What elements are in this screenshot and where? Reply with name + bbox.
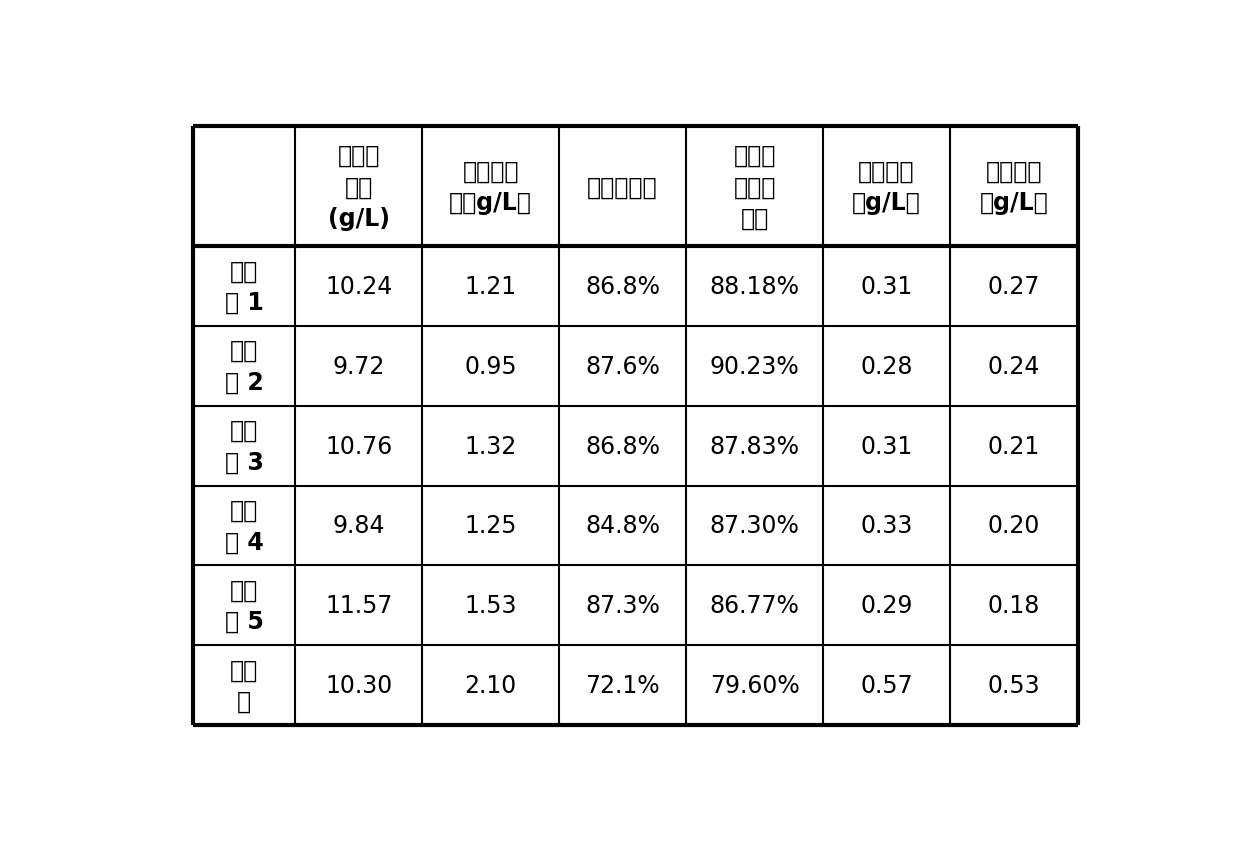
Text: 实施
例 1: 实施 例 1 <box>224 259 264 315</box>
Text: 90.23%: 90.23% <box>709 354 800 378</box>
Text: 0.27: 0.27 <box>988 275 1040 299</box>
Text: 理论总
糖醇转
化率: 理论总 糖醇转 化率 <box>733 143 776 230</box>
Text: 88.18%: 88.18% <box>709 275 800 299</box>
Text: 9.72: 9.72 <box>332 354 384 378</box>
Text: 9.84: 9.84 <box>332 514 384 538</box>
Text: 木糖消耗率: 木糖消耗率 <box>588 175 658 199</box>
Text: 84.8%: 84.8% <box>585 514 660 538</box>
Text: 实施
例 2: 实施 例 2 <box>224 338 264 394</box>
Text: 87.3%: 87.3% <box>585 593 660 618</box>
Text: 79.60%: 79.60% <box>709 674 800 697</box>
Text: 87.6%: 87.6% <box>585 354 660 378</box>
Text: 1.25: 1.25 <box>464 514 517 538</box>
Text: 0.24: 0.24 <box>988 354 1040 378</box>
Text: 0.20: 0.20 <box>988 514 1040 538</box>
Text: 乳酸浓度
（g/L）: 乳酸浓度 （g/L） <box>852 160 921 215</box>
Text: 终点糖浓
度（g/L）: 终点糖浓 度（g/L） <box>449 160 532 215</box>
Text: 10.24: 10.24 <box>325 275 392 299</box>
Text: 87.83%: 87.83% <box>709 434 800 458</box>
Text: 实施
例 5: 实施 例 5 <box>224 578 264 633</box>
Text: 86.77%: 86.77% <box>709 593 800 618</box>
Text: 1.21: 1.21 <box>465 275 517 299</box>
Text: 0.31: 0.31 <box>861 434 913 458</box>
Text: 2.10: 2.10 <box>465 674 517 697</box>
Text: 0.31: 0.31 <box>861 275 913 299</box>
Text: 0.29: 0.29 <box>861 593 913 618</box>
Text: 1.53: 1.53 <box>464 593 517 618</box>
Text: 0.21: 0.21 <box>988 434 1040 458</box>
Text: 10.30: 10.30 <box>325 674 392 697</box>
Text: 72.1%: 72.1% <box>585 674 660 697</box>
Text: 乙酸浓度
（g/L）: 乙酸浓度 （g/L） <box>980 160 1048 215</box>
Text: 86.8%: 86.8% <box>585 275 660 299</box>
Text: 86.8%: 86.8% <box>585 434 660 458</box>
Text: 11.57: 11.57 <box>325 593 392 618</box>
Text: 87.30%: 87.30% <box>709 514 800 538</box>
Text: 实施
例 3: 实施 例 3 <box>224 419 264 474</box>
Text: 0.95: 0.95 <box>464 354 517 378</box>
Text: 实施
例 4: 实施 例 4 <box>224 498 264 554</box>
Text: 0.53: 0.53 <box>987 674 1040 697</box>
Text: 起始糖
浓度
(g/L): 起始糖 浓度 (g/L) <box>327 143 389 230</box>
Text: 0.33: 0.33 <box>861 514 913 538</box>
Text: 0.28: 0.28 <box>861 354 913 378</box>
Text: 对比
例: 对比 例 <box>231 657 258 713</box>
Text: 0.18: 0.18 <box>988 593 1040 618</box>
Text: 10.76: 10.76 <box>325 434 392 458</box>
Text: 0.57: 0.57 <box>861 674 913 697</box>
Text: 1.32: 1.32 <box>465 434 517 458</box>
